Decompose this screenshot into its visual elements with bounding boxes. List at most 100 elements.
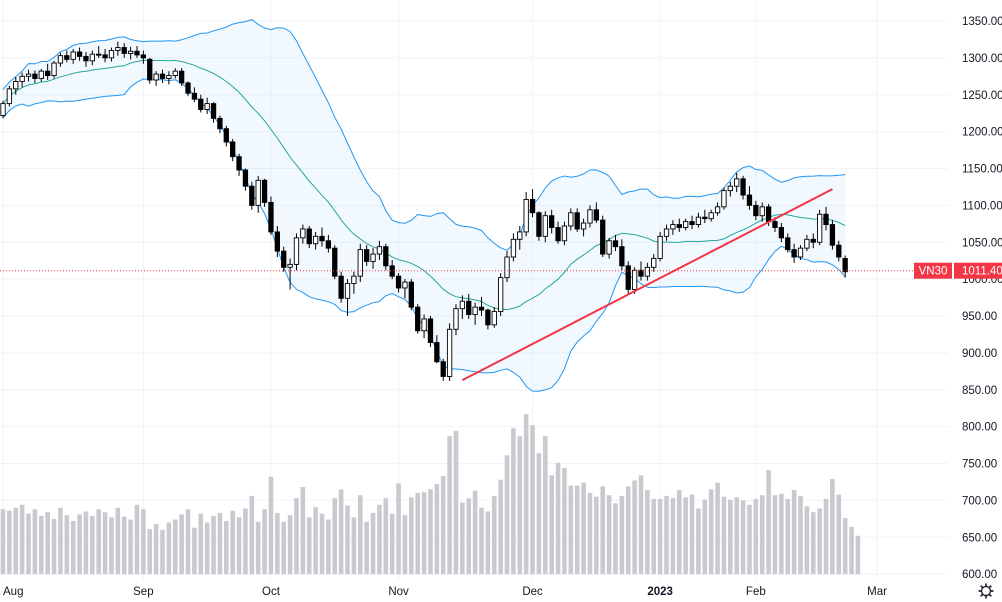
volume-bar [166, 522, 172, 575]
volume-bar [77, 514, 82, 575]
candle-up [504, 256, 510, 279]
volume-bar [606, 495, 612, 575]
candle-down [281, 250, 287, 268]
candle-down [364, 249, 370, 262]
candle-up [459, 300, 466, 310]
x-axis-tick-label: Sep [133, 586, 153, 598]
volume-bar [121, 516, 127, 575]
candle-down [236, 156, 242, 171]
y-axis-tick-label: 1350.00 [962, 16, 1002, 28]
y-axis-tick-label: 600.00 [962, 569, 997, 581]
volume-bar [689, 494, 695, 575]
volume-bar [791, 490, 797, 575]
candle-down [83, 55, 89, 62]
volume-bar [13, 507, 19, 575]
candle-up [204, 103, 210, 110]
volume-bar [523, 414, 529, 575]
candle-up [344, 283, 351, 299]
volume-bar [357, 495, 363, 575]
volume-bar [306, 517, 312, 575]
candle-up [446, 328, 453, 377]
candle-up [453, 308, 459, 330]
candle-down [612, 240, 619, 248]
candle-down [842, 258, 848, 273]
candle-up [759, 206, 765, 217]
candle-up [153, 73, 159, 81]
trendline[interactable] [461, 188, 833, 382]
y-axis-tick-label: 1200.00 [962, 127, 1002, 139]
candle-down [210, 103, 217, 119]
candle-down [147, 58, 153, 81]
y-axis-tick-label: 1300.00 [962, 53, 1002, 65]
volume-bar [160, 529, 165, 575]
candle-up [172, 70, 178, 77]
candle-up [663, 228, 670, 237]
settings-gear-icon[interactable] [980, 585, 992, 597]
volume-bar [772, 495, 778, 575]
volume-bar [141, 509, 146, 575]
volume-bar [779, 493, 784, 575]
candle-up [580, 222, 587, 230]
candle-up [497, 277, 504, 313]
y-axis-tick-label: 1250.00 [962, 90, 1002, 102]
volume-bar [377, 504, 382, 575]
volume-bar [759, 495, 765, 575]
candle-down [102, 54, 108, 59]
volume-bar [217, 512, 223, 575]
candle-down [178, 70, 185, 84]
volume-bar [460, 502, 465, 575]
volume-bar [530, 425, 535, 575]
candle-up [587, 209, 593, 224]
volume-bar [345, 505, 350, 575]
volume-bar [728, 499, 733, 575]
volume-bar [147, 529, 153, 575]
volume-bar [543, 436, 548, 575]
candle-down [191, 92, 198, 100]
candle-down [415, 306, 421, 332]
volume-bar [664, 495, 669, 575]
candle-down [574, 212, 580, 230]
y-axis-tick-label: 800.00 [962, 422, 997, 434]
x-axis-tick-label: Mar [867, 586, 887, 598]
candle-up [89, 53, 95, 62]
candle-down [478, 306, 485, 311]
candle-up [517, 231, 523, 240]
volume-bar [128, 519, 133, 575]
volume-bar [638, 475, 644, 575]
candle-up [70, 51, 76, 60]
candle-up [0, 103, 6, 116]
candle-up [631, 269, 638, 290]
volume-bar [619, 495, 625, 575]
y-axis-tick-label: 950.00 [962, 311, 997, 323]
volume-bar [702, 499, 708, 575]
volume-bar [517, 436, 523, 575]
volume-bar [319, 513, 325, 575]
volume-bar [568, 485, 574, 575]
volume-bar [236, 517, 242, 575]
candle-up [287, 263, 293, 268]
candle-up [657, 235, 663, 259]
y-axis-tick-label: 900.00 [962, 348, 997, 360]
volume-bar [198, 513, 204, 575]
volume-bar [645, 490, 650, 575]
volume-bar [294, 498, 299, 575]
volume-bar [19, 504, 25, 575]
volume-bar [32, 509, 38, 575]
candle-down [440, 361, 446, 377]
volume-bar [434, 484, 440, 575]
candle-down [45, 70, 51, 77]
volume-bar [549, 475, 554, 575]
volume-bar [211, 515, 216, 575]
volume-bar [613, 503, 618, 575]
candle-down [408, 281, 414, 308]
candle-up [510, 238, 517, 258]
volume-bar [574, 485, 580, 575]
candle-down [466, 300, 472, 315]
volume-bar [275, 512, 280, 575]
volume-bar [90, 515, 95, 575]
candle-down [427, 318, 434, 344]
volume-bar [798, 495, 803, 575]
volume-bar [472, 490, 478, 575]
volume-bar [676, 490, 682, 575]
